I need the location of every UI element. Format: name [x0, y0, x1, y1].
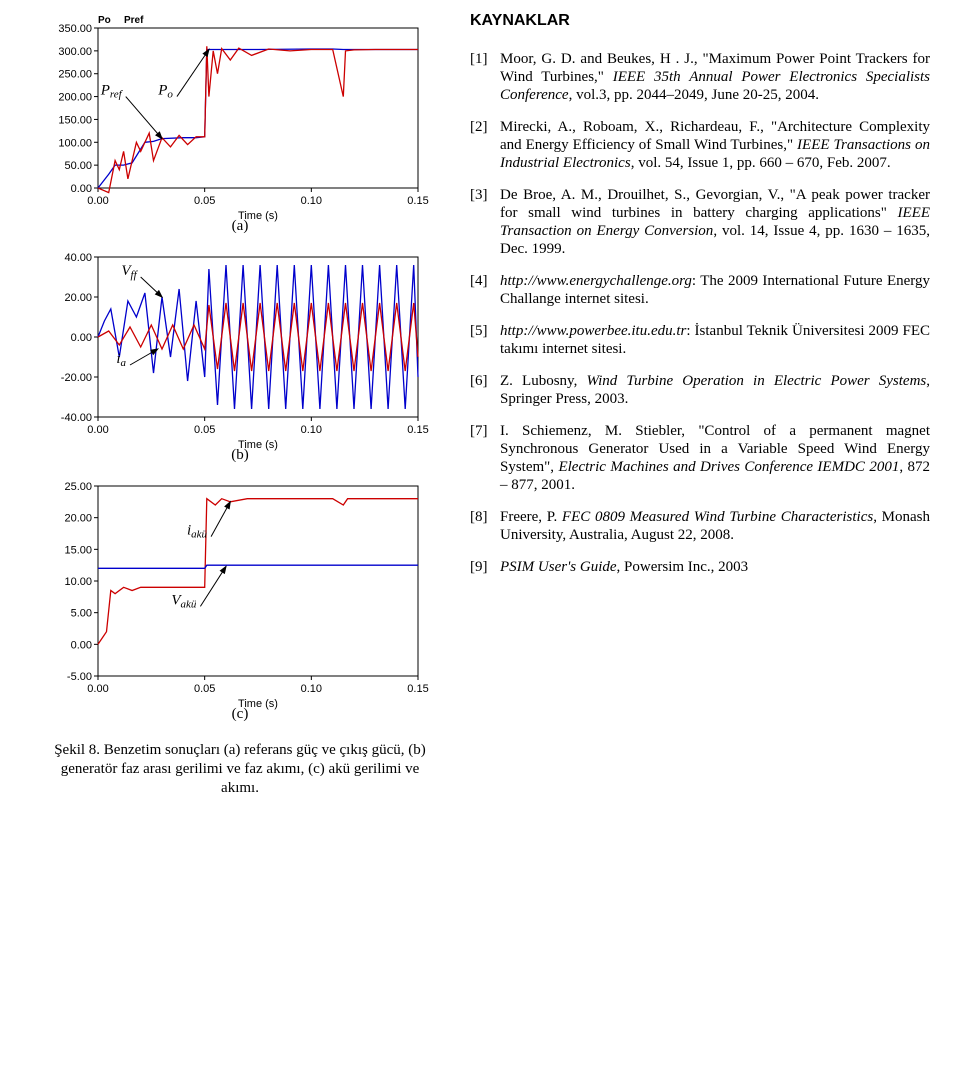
reference-item: [2]Mirecki, A., Roboam, X., Richardeau, … [470, 118, 930, 172]
reference-body: Freere, P. FEC 0809 Measured Wind Turbin… [500, 508, 930, 544]
reference-body: Mirecki, A., Roboam, X., Richardeau, F.,… [500, 118, 930, 172]
svg-text:200.00: 200.00 [58, 92, 92, 104]
svg-text:20.00: 20.00 [64, 292, 92, 304]
svg-text:150.00: 150.00 [58, 114, 92, 126]
svg-text:0.00: 0.00 [87, 683, 108, 695]
svg-text:40.00: 40.00 [64, 252, 92, 264]
reference-item: [6]Z. Lubosny, Wind Turbine Operation in… [470, 372, 930, 408]
reference-number: [9] [470, 558, 500, 576]
references-list: [1]Moor, G. D. and Beukes, H . J., "Maxi… [470, 50, 930, 576]
svg-text:350.00: 350.00 [58, 23, 92, 35]
reference-item: [1]Moor, G. D. and Beukes, H . J., "Maxi… [470, 50, 930, 104]
chart-b: -40.00 -20.00 0.00 20.00 40.00 0.00 0.05 0.10 0.… [50, 241, 430, 451]
svg-text:15.00: 15.00 [64, 544, 92, 556]
reference-item: [7]I. Schiemenz, M. Stiebler, "Control o… [470, 422, 930, 494]
reference-number: [8] [470, 508, 500, 544]
svg-text:0.10: 0.10 [301, 683, 322, 695]
svg-text:Pref: Pref [124, 15, 144, 26]
reference-number: [3] [470, 186, 500, 258]
reference-body: http://www.energychallenge.org: The 2009… [500, 272, 930, 308]
reference-item: [8]Freere, P. FEC 0809 Measured Wind Tur… [470, 508, 930, 544]
svg-text:0.05: 0.05 [194, 424, 215, 436]
svg-text:250.00: 250.00 [58, 69, 92, 81]
panel-label-c: (c) [232, 706, 249, 723]
svg-text:0.05: 0.05 [194, 683, 215, 695]
svg-text:300.00: 300.00 [58, 46, 92, 58]
svg-text:0.00: 0.00 [71, 332, 92, 344]
svg-text:Po: Po [98, 15, 111, 26]
reference-body: Z. Lubosny, Wind Turbine Operation in El… [500, 372, 930, 408]
reference-number: [4] [470, 272, 500, 308]
svg-text:25.00: 25.00 [64, 481, 92, 493]
reference-body: PSIM User's Guide, Powersim Inc., 2003 [500, 558, 930, 576]
svg-text:-20.00: -20.00 [61, 372, 92, 384]
svg-text:20.00: 20.00 [64, 513, 92, 525]
reference-number: [6] [470, 372, 500, 408]
svg-text:0.15: 0.15 [407, 195, 428, 207]
reference-item: [3]De Broe, A. M., Drouilhet, S., Gevorg… [470, 186, 930, 258]
svg-text:10.00: 10.00 [64, 576, 92, 588]
chart-c: -5.000.005.0010.0015.0020.0025.000.000.0… [50, 470, 430, 710]
svg-text:0.10: 0.10 [301, 195, 322, 207]
svg-text:5.00: 5.00 [71, 608, 92, 620]
reference-item: [5]http://www.powerbee.itu.edu.tr: İstan… [470, 322, 930, 358]
reference-body: Moor, G. D. and Beukes, H . J., "Maximum… [500, 50, 930, 104]
references-column: KAYNAKLAR [1]Moor, G. D. and Beukes, H .… [470, 12, 930, 797]
svg-text:0.00: 0.00 [87, 424, 108, 436]
svg-text:0.00: 0.00 [71, 639, 92, 651]
reference-number: [1] [470, 50, 500, 104]
svg-text:0.15: 0.15 [407, 683, 428, 695]
svg-text:0.10: 0.10 [301, 424, 322, 436]
reference-body: De Broe, A. M., Drouilhet, S., Gevorgian… [500, 186, 930, 258]
chart-a: 0.00 50.00 100.00 150.00 200.00 250.00 300.00 3… [50, 12, 430, 222]
panel-label-a: (a) [232, 218, 249, 235]
svg-text:50.00: 50.00 [64, 160, 92, 172]
figures-column: 0.00 50.00 100.00 150.00 200.00 250.00 300.00 3… [40, 12, 440, 797]
svg-text:0.05: 0.05 [194, 195, 215, 207]
panel-label-b: (b) [231, 447, 249, 464]
reference-number: [7] [470, 422, 500, 494]
svg-text:-5.00: -5.00 [67, 671, 92, 683]
svg-text:0.15: 0.15 [407, 424, 428, 436]
reference-number: [2] [470, 118, 500, 172]
reference-number: [5] [470, 322, 500, 358]
svg-text:0.00: 0.00 [71, 183, 92, 195]
reference-item: [9]PSIM User's Guide, Powersim Inc., 200… [470, 558, 930, 576]
reference-body: http://www.powerbee.itu.edu.tr: İstanbul… [500, 322, 930, 358]
svg-text:-40.00: -40.00 [61, 412, 92, 424]
reference-item: [4]http://www.energychallenge.org: The 2… [470, 272, 930, 308]
figure-caption: Şekil 8. Benzetim sonuçları (a) referans… [40, 741, 440, 797]
references-heading: KAYNAKLAR [470, 12, 930, 30]
svg-text:100.00: 100.00 [58, 137, 92, 149]
reference-body: I. Schiemenz, M. Stiebler, "Control of a… [500, 422, 930, 494]
svg-text:0.00: 0.00 [87, 195, 108, 207]
